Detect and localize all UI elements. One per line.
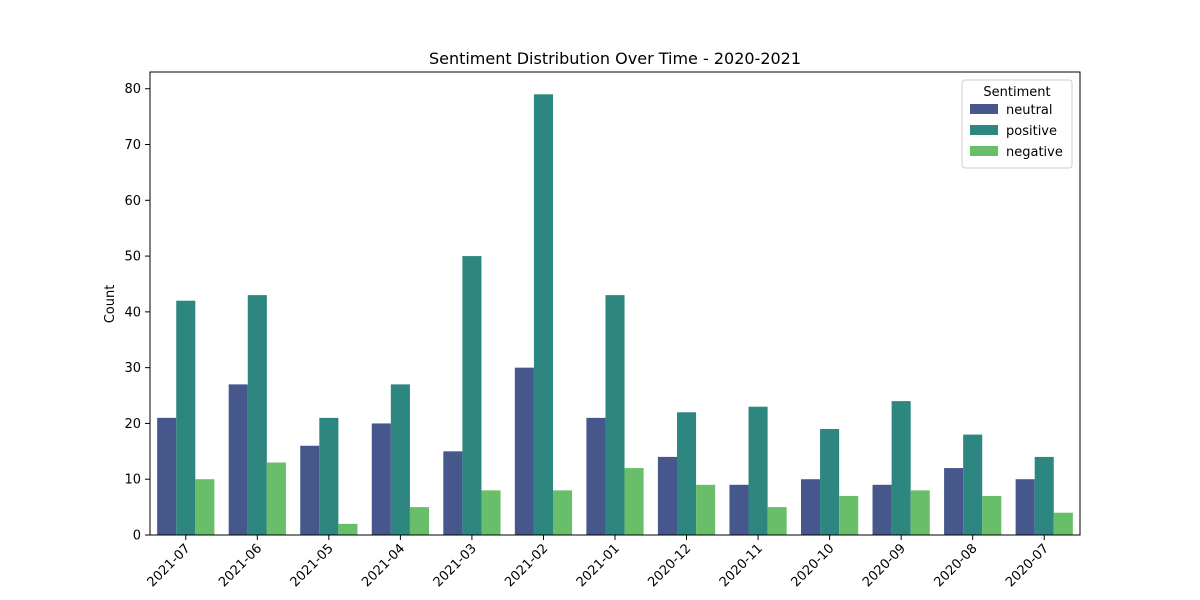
- bar-neutral-2021-07: [157, 417, 177, 535]
- bar-negative-2020-12: [696, 484, 716, 535]
- bar-neutral-2021-05: [300, 445, 320, 535]
- y-tick-label: 60: [124, 194, 141, 209]
- bar-neutral-2021-01: [586, 417, 606, 535]
- bar-negative-2020-08: [982, 495, 1002, 535]
- bar-negative-2020-07: [1053, 512, 1073, 535]
- y-tick-label: 50: [124, 250, 141, 265]
- bar-negative-2021-03: [481, 490, 501, 535]
- bar-neutral-2020-08: [944, 468, 964, 535]
- y-tick-label: 40: [124, 305, 141, 320]
- y-tick-label: 0: [133, 529, 141, 544]
- bars-group: [157, 94, 1073, 535]
- x-tick-label: 2020-09: [860, 541, 909, 590]
- bar-neutral-2021-04: [371, 423, 391, 535]
- x-tick-label: 2020-07: [1003, 541, 1052, 590]
- legend: Sentiment neutral positive negative: [961, 79, 1073, 169]
- y-tick-label: 10: [124, 473, 141, 488]
- x-tick-label: 2021-02: [502, 541, 551, 590]
- chart-title: Sentiment Distribution Over Time - 2020-…: [429, 49, 801, 68]
- bar-positive-2020-08: [963, 434, 983, 535]
- bar-positive-2020-11: [748, 406, 768, 535]
- bar-positive-2021-04: [390, 384, 410, 535]
- bar-positive-2020-12: [677, 412, 697, 535]
- bar-negative-2021-01: [624, 468, 644, 535]
- x-tick-label: 2021-04: [359, 541, 408, 590]
- bar-negative-2021-04: [409, 507, 429, 535]
- y-tick-label: 20: [124, 417, 141, 432]
- bar-negative-2021-07: [195, 479, 215, 535]
- bar-positive-2021-05: [319, 417, 339, 535]
- x-axis-ticks: 2021-07 2021-06 2021-05 2021-04 2021-03 2021-…: [145, 535, 1052, 590]
- bar-neutral-2020-09: [872, 484, 892, 535]
- bar-positive-2021-03: [462, 256, 482, 535]
- legend-label-neutral: neutral: [1006, 103, 1053, 118]
- bar-negative-2020-11: [767, 507, 787, 535]
- legend-label-negative: negative: [1006, 145, 1063, 160]
- x-tick-label: 2021-06: [216, 541, 265, 590]
- y-tick-label: 30: [124, 361, 141, 376]
- bar-negative-2021-02: [553, 490, 573, 535]
- legend-items: neutral positive negative: [970, 103, 1063, 160]
- bar-negative-2021-06: [266, 462, 286, 535]
- bar-neutral-2020-12: [657, 456, 677, 535]
- x-tick-label: 2020-08: [931, 541, 980, 590]
- legend-label-positive: positive: [1006, 124, 1057, 139]
- bar-positive-2020-10: [820, 429, 840, 535]
- x-tick-label: 2021-01: [574, 541, 623, 590]
- y-tick-label: 70: [124, 138, 141, 153]
- x-tick-label: 2021-03: [431, 541, 480, 590]
- bar-positive-2021-02: [533, 94, 553, 535]
- bar-neutral-2020-10: [801, 479, 821, 535]
- bar-positive-2020-07: [1034, 456, 1054, 535]
- x-tick-label: 2020-12: [645, 541, 694, 590]
- bar-negative-2020-10: [839, 495, 859, 535]
- bar-negative-2021-05: [338, 523, 358, 535]
- bar-positive-2020-09: [891, 401, 911, 535]
- legend-title: Sentiment: [983, 85, 1050, 100]
- plot-frame: [149, 71, 1081, 536]
- legend-swatch-negative: [970, 146, 998, 156]
- y-tick-label: 80: [124, 82, 141, 97]
- bar-neutral-2021-02: [514, 367, 534, 535]
- bar-neutral-2021-06: [228, 384, 248, 535]
- y-axis-ticks: 0 10 20 30 40 50 60 70 80: [124, 82, 150, 544]
- x-tick-label: 2020-11: [717, 541, 766, 590]
- legend-swatch-positive: [970, 125, 998, 135]
- bar-positive-2021-07: [176, 300, 196, 535]
- bar-negative-2020-09: [910, 490, 930, 535]
- x-tick-label: 2021-07: [145, 541, 194, 590]
- bar-neutral-2020-07: [1015, 479, 1035, 535]
- x-tick-label: 2021-05: [288, 541, 337, 590]
- bar-neutral-2020-11: [729, 484, 749, 535]
- y-axis-label: Count: [103, 285, 118, 324]
- legend-swatch-neutral: [970, 104, 998, 114]
- bar-positive-2021-06: [247, 295, 267, 535]
- bar-neutral-2021-03: [443, 451, 463, 535]
- x-tick-label: 2020-10: [788, 541, 837, 590]
- bar-positive-2021-01: [605, 295, 625, 535]
